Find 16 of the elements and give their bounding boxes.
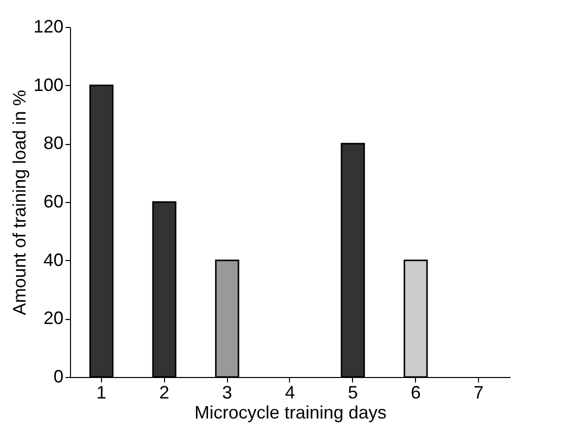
x-tick-label: 6 bbox=[410, 382, 421, 402]
y-tick-label: 80 bbox=[43, 133, 64, 154]
y-tick-label: 0 bbox=[53, 366, 64, 386]
x-axis-title: Microcycle training days bbox=[194, 402, 387, 422]
x-tick-label: 7 bbox=[474, 382, 484, 402]
x-tick-label: 2 bbox=[159, 382, 170, 402]
x-tick-label: 5 bbox=[348, 382, 358, 402]
y-axis-title: Amount of training load in % bbox=[9, 90, 30, 316]
x-tick-label: 1 bbox=[96, 382, 106, 402]
y-tick-label: 20 bbox=[43, 308, 64, 328]
y-tick-label: 120 bbox=[33, 16, 64, 36]
x-tick-label: 4 bbox=[284, 382, 296, 402]
y-tick-label: 40 bbox=[43, 250, 64, 270]
y-tick-label: 100 bbox=[33, 74, 64, 95]
x-tick-label: 3 bbox=[222, 382, 232, 402]
y-tick-label: 60 bbox=[43, 192, 64, 212]
